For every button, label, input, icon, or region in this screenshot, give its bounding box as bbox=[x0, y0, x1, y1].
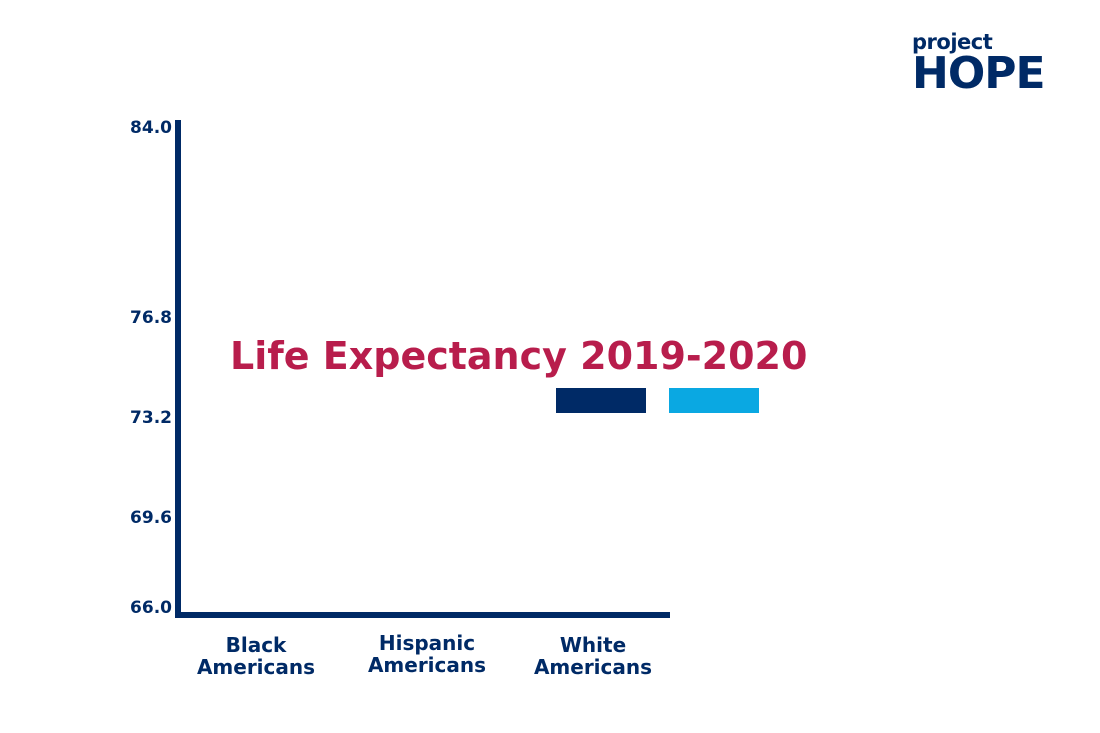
category-line: Hispanic bbox=[378, 631, 476, 655]
x-category-label: Hispanic Americans bbox=[342, 632, 512, 676]
logo-line1: project bbox=[912, 30, 993, 54]
y-tick-label: 69.6 bbox=[130, 508, 172, 528]
y-tick-label: 84.0 bbox=[130, 118, 172, 138]
chart-title: Life Expectancy 2019-2020 bbox=[230, 334, 808, 378]
legend-swatch-series-1 bbox=[556, 388, 646, 413]
category-line: Black bbox=[225, 633, 287, 657]
x-category-label: Black Americans bbox=[171, 634, 341, 678]
y-tick-label: 66.0 bbox=[130, 598, 172, 618]
y-tick-label: 76.8 bbox=[130, 308, 172, 328]
y-axis-line bbox=[175, 120, 181, 618]
logo-line2: HOPE bbox=[912, 48, 1046, 99]
y-tick-label: 73.2 bbox=[130, 408, 172, 428]
category-line: Americans bbox=[196, 655, 316, 679]
category-line: Americans bbox=[367, 653, 487, 677]
project-hope-logo: project HOPE bbox=[912, 30, 1046, 99]
x-category-label: White Americans bbox=[508, 634, 678, 678]
category-line: White bbox=[559, 633, 627, 657]
category-line: Americans bbox=[533, 655, 653, 679]
legend-swatch-series-2 bbox=[669, 388, 759, 413]
x-axis-line bbox=[175, 612, 670, 618]
